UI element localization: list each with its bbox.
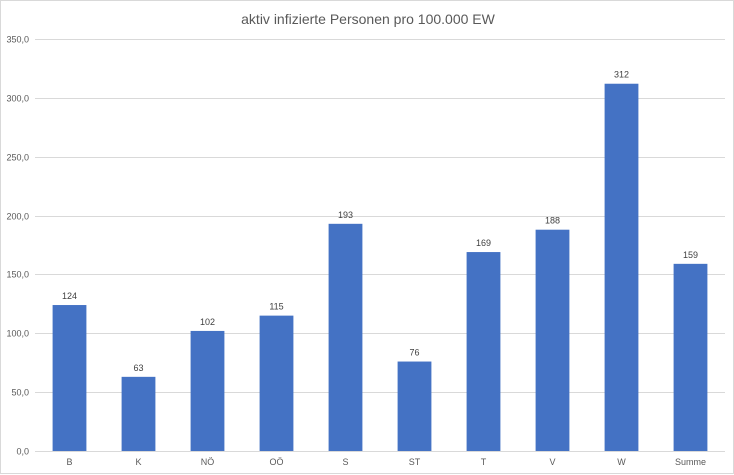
y-tick-label: 300,0 bbox=[6, 94, 29, 104]
x-tick-label: Summe bbox=[675, 457, 706, 467]
bar bbox=[604, 83, 639, 451]
x-tick-label: B bbox=[66, 457, 72, 467]
bar bbox=[259, 315, 294, 451]
x-tick-label: V bbox=[549, 457, 555, 467]
data-label: 312 bbox=[614, 70, 629, 80]
x-tick-label: NÖ bbox=[201, 457, 215, 467]
x-tick-label: K bbox=[135, 457, 141, 467]
data-label: 63 bbox=[133, 363, 143, 373]
y-tick-label: 350,0 bbox=[6, 35, 29, 45]
data-label: 169 bbox=[476, 238, 491, 248]
bar bbox=[328, 223, 363, 451]
data-label: 193 bbox=[338, 210, 353, 220]
y-tick-label: 0,0 bbox=[16, 447, 29, 457]
y-tick-label: 50,0 bbox=[11, 388, 29, 398]
bar bbox=[190, 330, 225, 451]
chart-title: aktiv infizierte Personen pro 100.000 EW bbox=[241, 11, 495, 27]
bars bbox=[52, 83, 708, 451]
y-tick-label: 250,0 bbox=[6, 153, 29, 163]
data-label: 115 bbox=[269, 302, 283, 312]
y-tick-label: 100,0 bbox=[6, 329, 29, 339]
data-label: 76 bbox=[409, 348, 419, 358]
bar bbox=[535, 229, 570, 451]
x-axis-ticks: B K NÖ OÖ S ST T V W Summe bbox=[66, 457, 706, 467]
bar bbox=[466, 252, 501, 451]
data-label: 102 bbox=[200, 317, 215, 327]
y-tick-label: 200,0 bbox=[6, 212, 29, 222]
data-label: 159 bbox=[683, 250, 698, 260]
bar bbox=[673, 263, 708, 451]
bar bbox=[52, 305, 87, 451]
x-tick-label: OÖ bbox=[269, 457, 283, 467]
y-tick-label: 150,0 bbox=[6, 270, 29, 280]
data-labels: 124 63 102 115 193 76 169 188 312 159 bbox=[62, 70, 698, 373]
y-axis-ticks: 0,0 50,0 100,0 150,0 200,0 250,0 300,0 350,0 bbox=[6, 35, 29, 457]
x-tick-label: T bbox=[481, 457, 487, 467]
data-label: 188 bbox=[545, 216, 560, 226]
bar bbox=[121, 376, 156, 451]
x-tick-label: S bbox=[342, 457, 348, 467]
x-tick-label: ST bbox=[409, 457, 421, 467]
bar bbox=[397, 361, 432, 451]
data-label: 124 bbox=[62, 291, 77, 301]
x-tick-label: W bbox=[617, 457, 626, 467]
